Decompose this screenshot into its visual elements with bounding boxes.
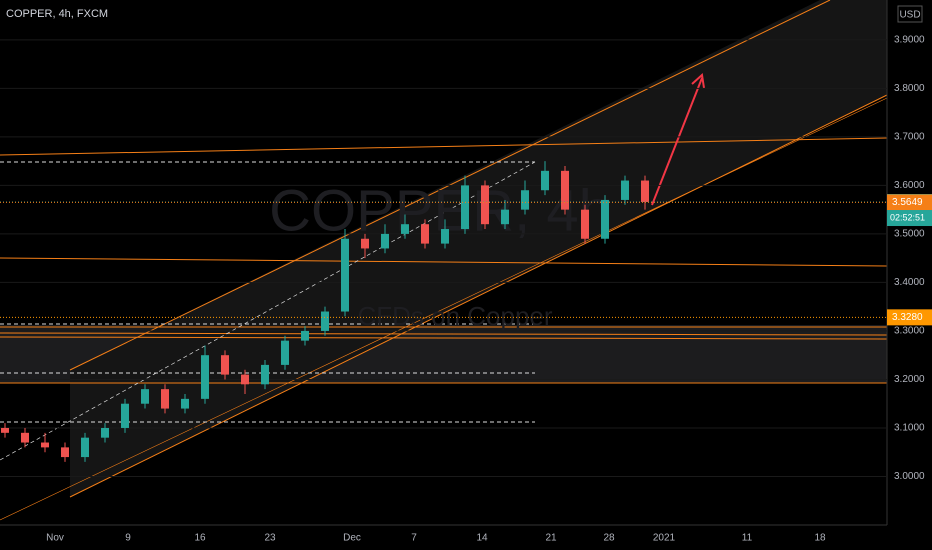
price-badge — [887, 309, 932, 326]
x-tick-label: Nov — [46, 533, 64, 544]
x-tick-label: 18 — [814, 533, 826, 544]
x-tick-label: 9 — [125, 533, 131, 544]
candle-body — [641, 180, 649, 203]
candle-body — [541, 170, 549, 191]
y-tick-label: 3.6000 — [894, 180, 925, 191]
candle-body — [101, 427, 109, 438]
candle-body — [481, 185, 489, 225]
candle-body — [41, 442, 49, 448]
y-tick-label: 3.0000 — [894, 471, 925, 482]
candle-body — [301, 330, 309, 341]
watermark-title: COPPER, 4h — [269, 178, 611, 243]
x-tick-label: 23 — [264, 533, 276, 544]
candle-body — [221, 355, 229, 375]
x-tick-label: 28 — [603, 533, 615, 544]
candle-body — [581, 209, 589, 239]
symbol: COPPER, 4h, FXCM — [6, 8, 108, 20]
x-tick-label: 21 — [545, 533, 557, 544]
candle-body — [401, 224, 409, 234]
x-tick-label: 16 — [194, 533, 206, 544]
candle-body — [441, 229, 449, 244]
y-tick-label: 3.2000 — [894, 374, 925, 385]
candle-body — [341, 238, 349, 312]
candle-body — [561, 170, 569, 210]
y-tick-label: 3.8000 — [894, 83, 925, 94]
candle-body — [361, 238, 369, 249]
x-tick-label: 7 — [411, 533, 417, 544]
candle-body — [61, 447, 69, 458]
currency-box — [897, 5, 923, 23]
y-tick-label: 3.7000 — [894, 132, 925, 143]
candle-body — [201, 355, 209, 399]
candle-body — [321, 311, 329, 331]
candle-body — [261, 364, 269, 385]
x-tick-label: 11 — [742, 533, 753, 544]
candle-body — [121, 403, 129, 428]
candle-body — [421, 224, 429, 244]
y-tick-label: 3.5000 — [894, 229, 925, 240]
candle-body — [81, 437, 89, 458]
candle-body — [461, 185, 469, 230]
x-tick-label: Dec — [343, 533, 361, 544]
candle-body — [241, 374, 249, 385]
candle-body — [181, 398, 189, 409]
drawings — [0, 0, 888, 521]
arrow — [651, 77, 703, 206]
candle-body — [621, 180, 629, 200]
countdown-badge — [887, 210, 932, 227]
candle-body — [521, 190, 529, 210]
y-tick-label: 3.1000 — [894, 423, 925, 434]
candle-body — [141, 389, 149, 404]
y-tick-label: 3.9000 — [894, 34, 925, 45]
price-badge-label: 3.3280 — [892, 312, 923, 323]
price-badge-label: 3.5649 — [892, 197, 923, 208]
countdown: 02:52:51 — [890, 212, 925, 222]
y-tick-label: 3.4000 — [894, 277, 925, 288]
x-tick-label: 2021 — [653, 533, 676, 544]
y-tick-label: 3.3000 — [894, 326, 925, 337]
candle-body — [161, 389, 169, 409]
candle-body — [21, 432, 29, 443]
currency: USD — [899, 10, 920, 21]
watermark-subtitle: CFDs on Copper — [357, 301, 552, 331]
arrow-head — [691, 73, 705, 89]
candle-body — [381, 233, 389, 249]
candle-body — [601, 199, 609, 239]
candle-body — [501, 209, 509, 225]
candle-body — [1, 427, 9, 433]
x-tick-label: 14 — [476, 533, 488, 544]
price-badge — [887, 194, 932, 211]
candle-body — [281, 340, 289, 365]
